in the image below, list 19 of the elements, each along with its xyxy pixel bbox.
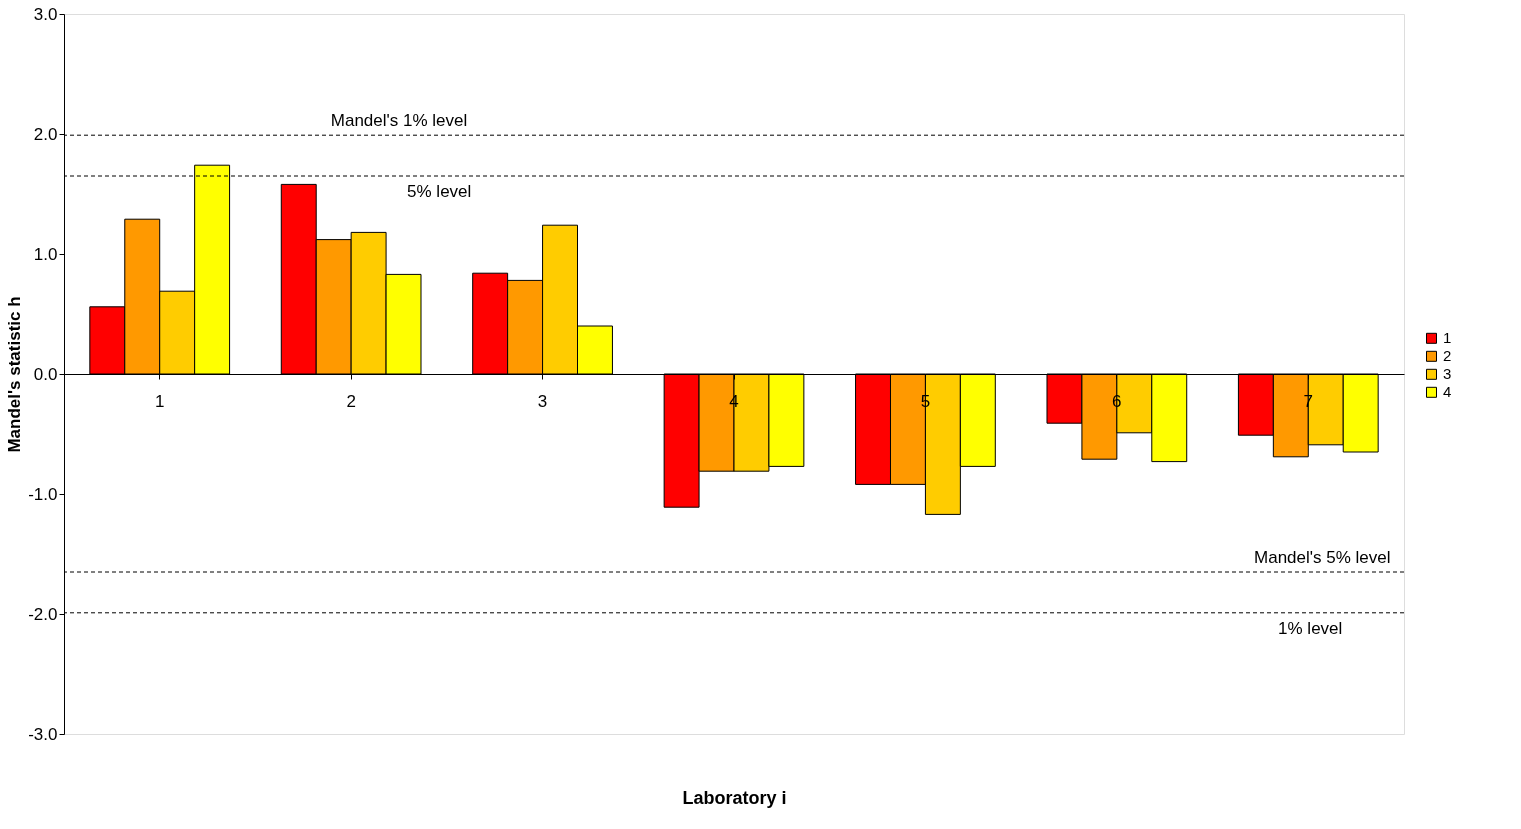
- y-tick-label: 0.0: [33, 364, 58, 384]
- legend-label: 3: [1443, 365, 1452, 383]
- x-axis-title: Laboratory i: [682, 787, 787, 808]
- ref-line-label: Mandel's 5% level: [1254, 548, 1391, 567]
- legend-label: 2: [1443, 347, 1452, 365]
- y-tick-label: 2.0: [33, 124, 58, 144]
- y-tick-label: -1.0: [28, 484, 58, 504]
- ref-line-label: 1% level: [1278, 618, 1343, 638]
- y-axis-title: Mandel's statistic h: [5, 296, 25, 453]
- ref-line-label: 5% level: [407, 182, 472, 201]
- x-tick-label: 2: [346, 391, 356, 411]
- y-tick-label: 3.0: [33, 4, 58, 24]
- ref-line-label: Mandel's 1% level: [330, 111, 468, 131]
- y-tick-label: -2.0: [28, 604, 58, 624]
- y-tick-label: 1.0: [33, 244, 58, 264]
- x-tick-label: 3: [537, 391, 548, 411]
- y-tick-label: -3.0: [28, 724, 58, 744]
- x-tick-label: 1: [154, 391, 165, 411]
- legend-label: 1: [1443, 329, 1452, 347]
